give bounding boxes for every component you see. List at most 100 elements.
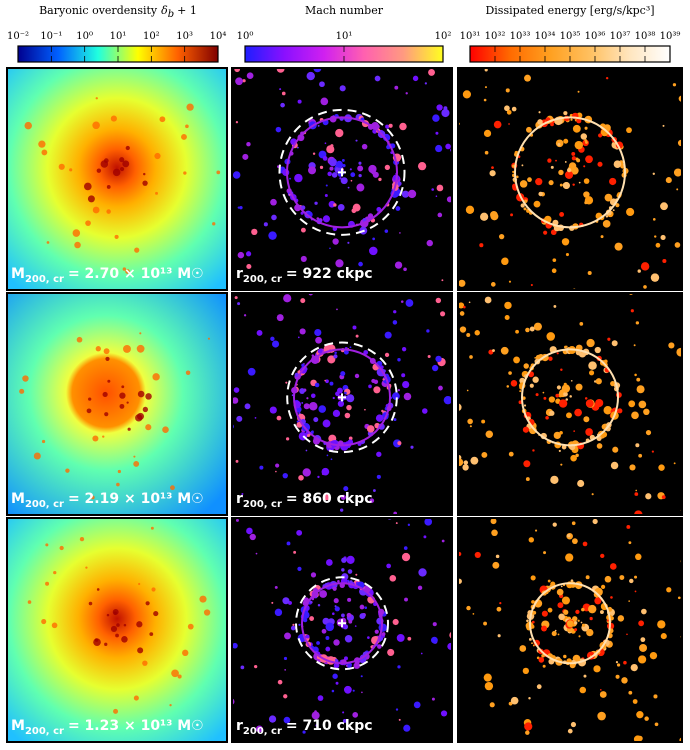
shock-patch xyxy=(440,311,446,317)
clump xyxy=(138,582,141,586)
shock-patch xyxy=(384,331,392,339)
shock-patch xyxy=(270,198,277,206)
shock-patch xyxy=(584,126,588,130)
shock-patch xyxy=(458,458,464,466)
shock-patch xyxy=(271,601,274,604)
radius-label: r200, cr = 710 ckpc xyxy=(236,718,373,737)
shock-patch xyxy=(303,403,310,410)
shock-patch xyxy=(625,22,633,30)
shock-patch xyxy=(666,587,672,593)
shock-patch xyxy=(317,348,323,354)
shock-patch xyxy=(565,553,574,562)
shock-patch xyxy=(352,203,361,212)
shock-patch xyxy=(571,151,576,156)
shock-patch xyxy=(550,165,554,169)
shock-patch xyxy=(556,588,564,596)
shock-patch xyxy=(496,606,502,612)
shock-patch xyxy=(521,164,524,167)
shock-patch xyxy=(424,82,428,85)
tick-label: 10⁻² xyxy=(7,31,29,42)
panel xyxy=(232,518,452,742)
shock-patch xyxy=(459,311,465,316)
shock-patch xyxy=(276,314,284,322)
shock-patch xyxy=(512,170,515,174)
tick-label: 10³⁶ xyxy=(585,31,606,42)
clump xyxy=(96,588,100,591)
shock-patch xyxy=(567,728,573,734)
shock-patch xyxy=(523,199,528,203)
clump xyxy=(53,570,57,575)
center-marker xyxy=(338,619,346,628)
shock-patch xyxy=(585,155,593,164)
subscript: 200, cr xyxy=(243,274,282,285)
clump xyxy=(119,166,125,172)
shock-patch xyxy=(297,566,302,572)
shock-patch xyxy=(344,391,347,395)
shock-patch xyxy=(301,402,304,404)
shock-patch xyxy=(235,121,239,124)
shock-patch xyxy=(369,498,375,503)
clump xyxy=(92,121,100,130)
clump xyxy=(139,332,142,335)
shock-patch xyxy=(588,604,597,614)
shock-patch xyxy=(367,213,374,219)
panel xyxy=(7,68,227,290)
clump xyxy=(212,222,216,226)
clump xyxy=(153,610,159,617)
shock-patch xyxy=(403,267,407,272)
clump xyxy=(92,435,99,442)
clump xyxy=(185,370,191,376)
shock-ring xyxy=(529,582,611,665)
shock-patch xyxy=(576,118,582,124)
value: = 860 ckpc xyxy=(286,491,373,507)
shock-patch xyxy=(589,616,593,621)
shock-patch xyxy=(309,600,313,604)
shock-patch xyxy=(324,142,327,145)
shock-patch xyxy=(465,205,475,214)
clump xyxy=(149,632,154,637)
shock-patch xyxy=(523,207,527,211)
shock-patch xyxy=(523,460,531,468)
shock-patch xyxy=(435,131,439,135)
shock-patch xyxy=(569,395,572,398)
shock-patch xyxy=(350,179,353,182)
shock-patch xyxy=(366,425,375,433)
shock-patch xyxy=(375,124,380,129)
shock-patch xyxy=(279,88,282,91)
clump xyxy=(104,642,108,646)
shock-patch xyxy=(502,257,509,264)
shock-patch xyxy=(585,575,590,580)
shock-patch xyxy=(610,596,613,599)
shock-patch xyxy=(389,574,397,582)
shock-patch xyxy=(401,373,406,378)
subscript: b xyxy=(168,9,174,20)
shock-patch xyxy=(574,628,578,632)
clump xyxy=(95,346,101,352)
shock-patch xyxy=(575,383,583,391)
shock-patch xyxy=(480,212,489,221)
shock-patch xyxy=(628,541,632,545)
shock-patch xyxy=(597,711,606,721)
clump xyxy=(51,622,58,629)
shock-patch xyxy=(674,242,681,248)
shock-patch xyxy=(504,301,512,310)
shock-patch xyxy=(305,634,310,639)
shock-patch xyxy=(331,689,335,693)
clump xyxy=(169,704,172,707)
clump xyxy=(121,636,128,643)
shock-patch xyxy=(337,203,345,211)
shock-patch xyxy=(636,385,645,394)
shock-patch xyxy=(322,617,330,625)
clump xyxy=(24,121,32,130)
clump xyxy=(76,336,83,343)
shock-patch xyxy=(289,177,292,180)
shock-patch xyxy=(325,646,331,652)
shock-patch xyxy=(270,336,275,341)
shock-patch xyxy=(294,372,299,377)
shock-patch xyxy=(660,234,666,241)
shock-patch xyxy=(563,391,568,397)
shock-patch xyxy=(347,439,354,445)
shock-patch xyxy=(563,138,569,144)
shock-patch xyxy=(528,696,531,700)
shock-patch xyxy=(240,665,245,670)
